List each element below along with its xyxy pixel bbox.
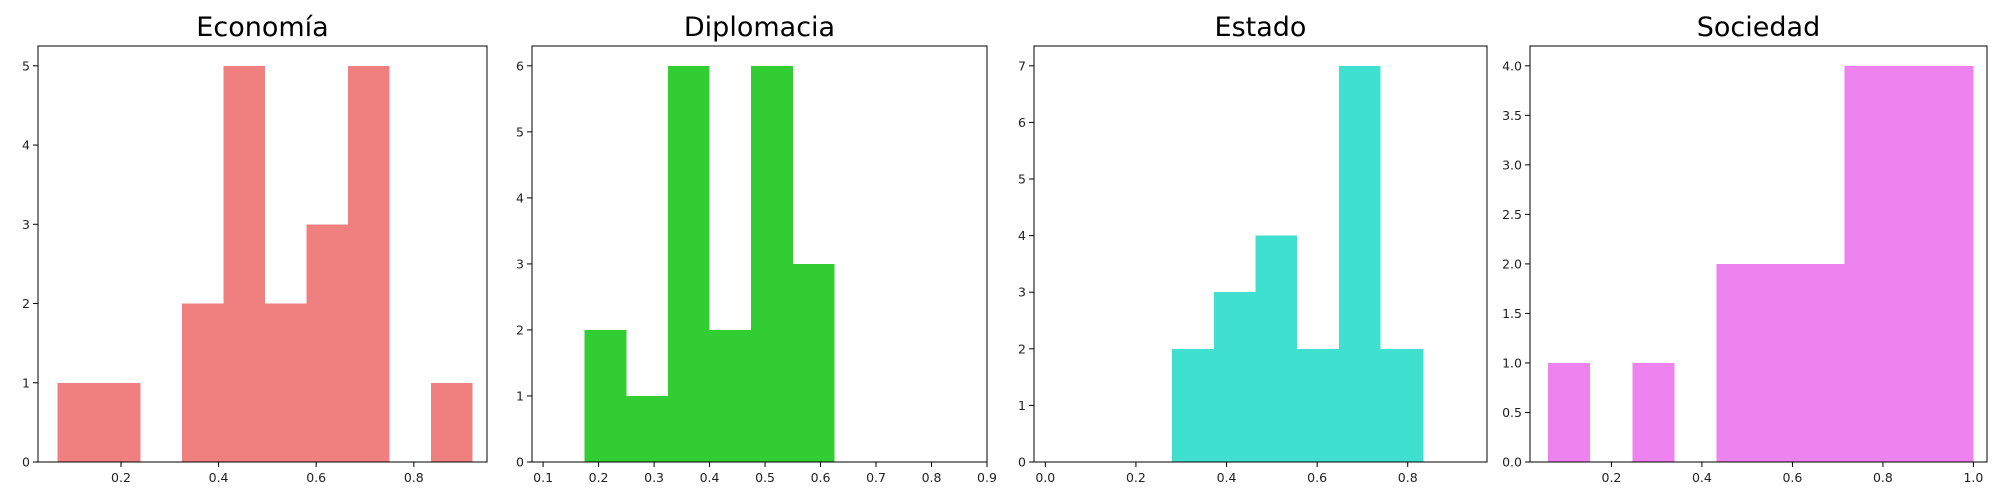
x-tick-label: 0.0	[1035, 470, 1055, 485]
x-tick-label: 0.3	[644, 470, 664, 485]
axes-frame	[1033, 45, 1488, 463]
x-tick-label: 0.4	[1217, 470, 1237, 485]
histogram-bar	[792, 263, 835, 462]
histogram-panel: 0.2 0.4 0.6 0.8 0 1 2 3 4 5 Economía	[22, 12, 488, 485]
histogram-bar	[1255, 235, 1298, 462]
histogram-bar	[1338, 65, 1381, 463]
histogram-bar	[181, 303, 224, 462]
y-tick-label: 0.0	[1502, 455, 1522, 470]
y-tick-label: 1.0	[1502, 355, 1522, 370]
histogram-bar	[1930, 65, 1974, 463]
x-tick-label: 0.6	[811, 470, 831, 485]
x-tick-label: 0.6	[1782, 470, 1802, 485]
histogram-panel: 0.1 0.2 0.3 0.4 0.5 0.6 0.7 0.8 0.9 0 1 2 3 4 5 6 Diplom…	[516, 12, 997, 485]
x-tick-label: 0.2	[589, 470, 609, 485]
y-tick-label: 4	[516, 190, 524, 205]
histogram-panel: 0.2 0.4 0.6 0.8 1.0 0.0 0.5 1.0 1.5 2.0 2.5 3.0 3.5 4…	[1502, 12, 1988, 485]
y-tick-label: 4	[1018, 228, 1026, 243]
histogram-bar	[223, 65, 265, 463]
y-tick-label: 0	[516, 455, 524, 470]
chart-title: Economía	[196, 12, 328, 43]
x-tick-label: 0.7	[866, 470, 886, 485]
y-tick-label: 2	[22, 296, 30, 311]
axes-frame	[37, 45, 488, 463]
y-tick-label: 4	[22, 138, 30, 153]
histogram-bar	[57, 382, 100, 462]
x-tick-label: 0.8	[404, 470, 424, 485]
y-tick-label: 1.5	[1502, 306, 1522, 321]
y-tick-label: 0	[1018, 455, 1026, 470]
x-tick-label: 0.6	[306, 470, 326, 485]
histogram-bar	[1213, 292, 1256, 462]
y-tick-label: 1	[1018, 398, 1026, 413]
y-tick-label: 6	[1018, 115, 1026, 130]
y-tick-label: 1	[22, 375, 30, 390]
x-tick-label: 0.8	[922, 470, 942, 485]
x-tick-label: 0.4	[209, 470, 229, 485]
chart-title: Sociedad	[1697, 12, 1820, 43]
y-tick-label: 2	[1018, 341, 1026, 356]
x-tick-label: 0.6	[1307, 470, 1327, 485]
y-tick-label: 0	[22, 455, 30, 470]
histogram-bar	[1801, 263, 1845, 462]
y-tick-label: 5	[516, 124, 524, 139]
histogram-bar	[264, 303, 307, 462]
y-tick-label: 3	[1018, 285, 1026, 300]
x-tick-label: 0.5	[755, 470, 775, 485]
y-tick-label: 0.5	[1502, 405, 1522, 420]
histogram-bar	[306, 224, 348, 462]
y-tick-label: 7	[1018, 58, 1026, 73]
x-tick-label: 0.4	[1692, 470, 1712, 485]
x-tick-label: 0.2	[1602, 470, 1622, 485]
chart-title: Diplomacia	[684, 12, 835, 43]
x-tick-label: 0.9	[977, 470, 997, 485]
y-tick-label: 6	[516, 58, 524, 73]
histogram-bar	[1716, 263, 1759, 462]
chart-title: Estado	[1215, 12, 1307, 43]
y-tick-label: 2.0	[1502, 256, 1522, 271]
x-tick-label: 1.0	[1963, 470, 1983, 485]
histogram-bar	[709, 329, 752, 462]
x-tick-label: 0.4	[700, 470, 720, 485]
histogram-bar	[1844, 65, 1888, 463]
y-tick-label: 1	[516, 388, 524, 403]
y-tick-label: 3.5	[1502, 108, 1522, 123]
histogram-bar	[1297, 348, 1339, 462]
histogram-bar	[347, 65, 390, 463]
y-tick-label: 3	[22, 217, 30, 232]
histogram-bar	[1172, 348, 1214, 462]
axes-frame	[1529, 45, 1988, 463]
x-tick-label: 0.8	[1398, 470, 1418, 485]
x-tick-label: 0.1	[533, 470, 553, 485]
histogram-bar	[667, 65, 710, 463]
y-tick-label: 4.0	[1502, 58, 1522, 73]
histogram-bar	[584, 329, 627, 462]
histogram-panel: 0.0 0.2 0.4 0.6 0.8 0 1 2 3 4 5 6 7 Estado	[1018, 12, 1488, 485]
y-tick-label: 2.5	[1502, 207, 1522, 222]
histogram-bar	[1548, 362, 1591, 462]
histogram-bar	[430, 382, 473, 462]
y-tick-label: 5	[22, 58, 30, 73]
x-tick-label: 0.2	[111, 470, 131, 485]
histogram-bar	[1632, 362, 1675, 462]
histogram-bar	[751, 65, 793, 463]
y-tick-label: 5	[1018, 172, 1026, 187]
histogram-bar	[1380, 348, 1424, 462]
histogram-bar	[1758, 263, 1802, 462]
y-tick-label: 2	[516, 322, 524, 337]
histogram-bar	[1887, 65, 1931, 463]
y-tick-label: 3.0	[1502, 157, 1522, 172]
x-tick-label: 0.8	[1873, 470, 1893, 485]
histogram-bar	[626, 395, 668, 462]
histogram-bar	[99, 382, 141, 462]
x-tick-label: 0.2	[1126, 470, 1146, 485]
y-tick-label: 3	[516, 256, 524, 271]
axes-frame	[531, 45, 988, 463]
